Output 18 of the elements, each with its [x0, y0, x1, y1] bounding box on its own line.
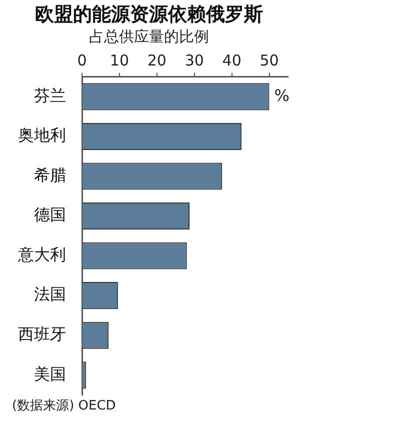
text: (数据来源) OECD: [12, 398, 116, 414]
y-tick-label: 意大利: [17, 244, 66, 264]
y-tick-label: 法国: [34, 284, 66, 304]
x-tick-label: 20: [147, 52, 166, 70]
y-tick-label: 希腊: [34, 165, 66, 184]
y-tick-label: 美国: [34, 364, 66, 384]
chart-subtitle: 占总供应量的比例: [89, 28, 209, 46]
y-tick-label: 奥地利: [18, 126, 66, 145]
y-tick-label: 西班牙: [18, 324, 66, 344]
x-tick-label: 30: [184, 52, 204, 70]
y-tick-label: 德国: [34, 205, 66, 224]
x-tick-label: 0: [77, 52, 87, 70]
annotation: %: [274, 86, 290, 105]
y-tick-label: 芬兰: [34, 86, 66, 105]
chart-title: 欧盟的能源资源依赖俄罗斯: [35, 3, 263, 26]
x-tick-label: 10: [110, 52, 129, 70]
x-tick-label: 50: [260, 52, 279, 70]
x-tick-label: 40: [222, 52, 242, 70]
